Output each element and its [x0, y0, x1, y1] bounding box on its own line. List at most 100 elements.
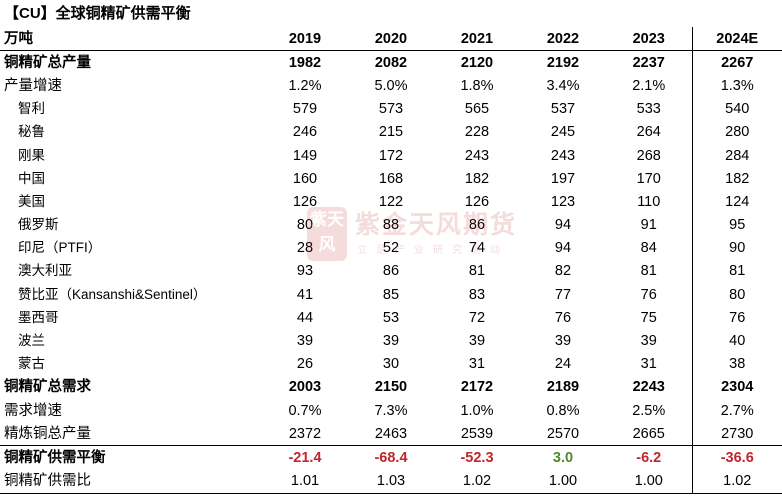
- table-row: 赞比亚（Kansanshi&Sentinel） 41 85 83 77 76 8…: [0, 283, 782, 307]
- cell: 86: [382, 263, 400, 280]
- table-row: 美国 126 122 126 123 110 124: [0, 190, 782, 214]
- cell: 168: [378, 170, 404, 187]
- cell: -68.4: [348, 445, 434, 470]
- year-header: 2023: [606, 27, 692, 52]
- table-row: 波兰 39 39 39 39 39 40: [0, 329, 782, 353]
- cell: 76: [640, 286, 657, 303]
- cell: 2237: [632, 54, 665, 71]
- cell: 44: [296, 309, 314, 326]
- row-label: 印尼（PTFI）: [18, 240, 102, 256]
- cell: 172: [378, 147, 404, 164]
- cell: 573: [378, 101, 404, 118]
- balance-row: 铜精矿供需平衡 -21.4 -68.4 -52.3 3.0 -6.2 -36.6: [0, 445, 782, 470]
- cell: 2172: [460, 379, 494, 396]
- cell: 72: [468, 309, 486, 326]
- cell: 30: [382, 356, 400, 373]
- cell: 123: [550, 193, 576, 210]
- cell: 5.0%: [374, 77, 408, 94]
- cell: 39: [296, 333, 314, 350]
- table-row: 铜精矿总需求 2003 2150 2172 2189 2243 2304: [0, 375, 782, 399]
- cell: 2570: [546, 425, 580, 442]
- cell: 0.8%: [546, 402, 580, 419]
- cell: 1.02: [691, 469, 782, 494]
- cell: 245: [550, 124, 576, 141]
- year-header: 2022: [520, 27, 606, 52]
- table-row: 俄罗斯 80 88 86 94 91 95: [0, 213, 782, 237]
- supply-demand-table: 万吨 2019 2020 2021 2022 2023 2024E 铜精矿总产量…: [0, 27, 782, 494]
- table-row: 需求增速 0.7% 7.3% 1.0% 0.8% 2.5% 2.7%: [0, 399, 782, 423]
- cell: 1.01: [262, 469, 348, 494]
- cell: 1.3%: [691, 74, 782, 98]
- row-label: 铜精矿总需求: [4, 379, 91, 396]
- cell: 31: [468, 356, 486, 373]
- row-label: 铜精矿供需比: [0, 469, 262, 494]
- row-label: 澳大利亚: [18, 263, 72, 279]
- row-label: 墨西哥: [18, 309, 59, 325]
- table-row: 中国 160 168 182 197 170 182: [0, 167, 782, 191]
- cell: 28: [296, 240, 314, 257]
- cell: 39: [554, 333, 572, 350]
- cell: 537: [550, 101, 576, 118]
- cell: 2665: [632, 425, 665, 442]
- cell: 94: [554, 240, 572, 257]
- cell: 90: [691, 236, 782, 260]
- table-row: 铜精矿总产量 1982 2082 2120 2192 2237 2267: [0, 50, 782, 75]
- row-label: 铜精矿供需平衡: [0, 445, 262, 470]
- row-label: 俄罗斯: [18, 217, 59, 233]
- cell: 3.0: [520, 445, 606, 470]
- cell: 91: [640, 217, 657, 234]
- cell: 93: [296, 263, 314, 280]
- cell: 160: [292, 170, 318, 187]
- cell: 86: [468, 217, 486, 234]
- row-label: 波兰: [18, 333, 45, 349]
- cell: 2243: [632, 379, 665, 396]
- table-row: 精炼铜总产量 2372 2463 2539 2570 2665 2730: [0, 422, 782, 446]
- row-label: 赞比亚（Kansanshi&Sentinel）: [18, 286, 207, 302]
- cell: 76: [554, 309, 572, 326]
- cell: 2267: [691, 50, 782, 75]
- cell: 81: [640, 263, 657, 280]
- cell: 1.0%: [460, 402, 494, 419]
- cell: 284: [691, 143, 782, 168]
- cell: 40: [691, 329, 782, 353]
- cell: 39: [468, 333, 486, 350]
- cell: -6.2: [606, 445, 692, 470]
- table-title: 【CU】全球铜精矿供需平衡: [4, 5, 191, 22]
- table-row: 智利 579 573 565 537 533 540: [0, 97, 782, 121]
- cell: 246: [292, 124, 318, 141]
- cell: 2189: [546, 379, 580, 396]
- cell: 126: [292, 193, 318, 210]
- cell: 1.8%: [460, 77, 494, 94]
- cell: 579: [292, 101, 318, 118]
- cell: 95: [691, 213, 782, 237]
- cell: 7.3%: [374, 402, 408, 419]
- row-label: 美国: [18, 193, 45, 209]
- cell: 565: [464, 101, 490, 118]
- cell: 264: [636, 124, 661, 141]
- cell: 540: [691, 97, 782, 121]
- cell: 2.7%: [691, 399, 782, 423]
- unit-label: 万吨: [0, 27, 262, 52]
- cell: 39: [640, 333, 657, 350]
- cell: 41: [296, 286, 314, 303]
- table-row: 墨西哥 44 53 72 76 75 76: [0, 306, 782, 330]
- cell: 2730: [691, 422, 782, 446]
- cell: 74: [468, 240, 486, 257]
- cell: 80: [691, 283, 782, 307]
- year-header: 2020: [348, 27, 434, 52]
- cell: 182: [464, 170, 490, 187]
- cell: 268: [636, 147, 661, 164]
- cell: 76: [691, 306, 782, 330]
- table-row: 蒙古 26 30 31 24 31 38: [0, 352, 782, 376]
- cell: 1.02: [434, 469, 520, 494]
- cell: 85: [382, 286, 400, 303]
- cell: 75: [640, 309, 657, 326]
- cell: 2150: [374, 379, 408, 396]
- cell: -21.4: [262, 445, 348, 470]
- row-label: 智利: [18, 101, 45, 117]
- cell: 182: [691, 167, 782, 191]
- cell: 83: [468, 286, 486, 303]
- cell: 1.00: [520, 469, 606, 494]
- cell: 77: [554, 286, 572, 303]
- cell: 110: [637, 193, 661, 210]
